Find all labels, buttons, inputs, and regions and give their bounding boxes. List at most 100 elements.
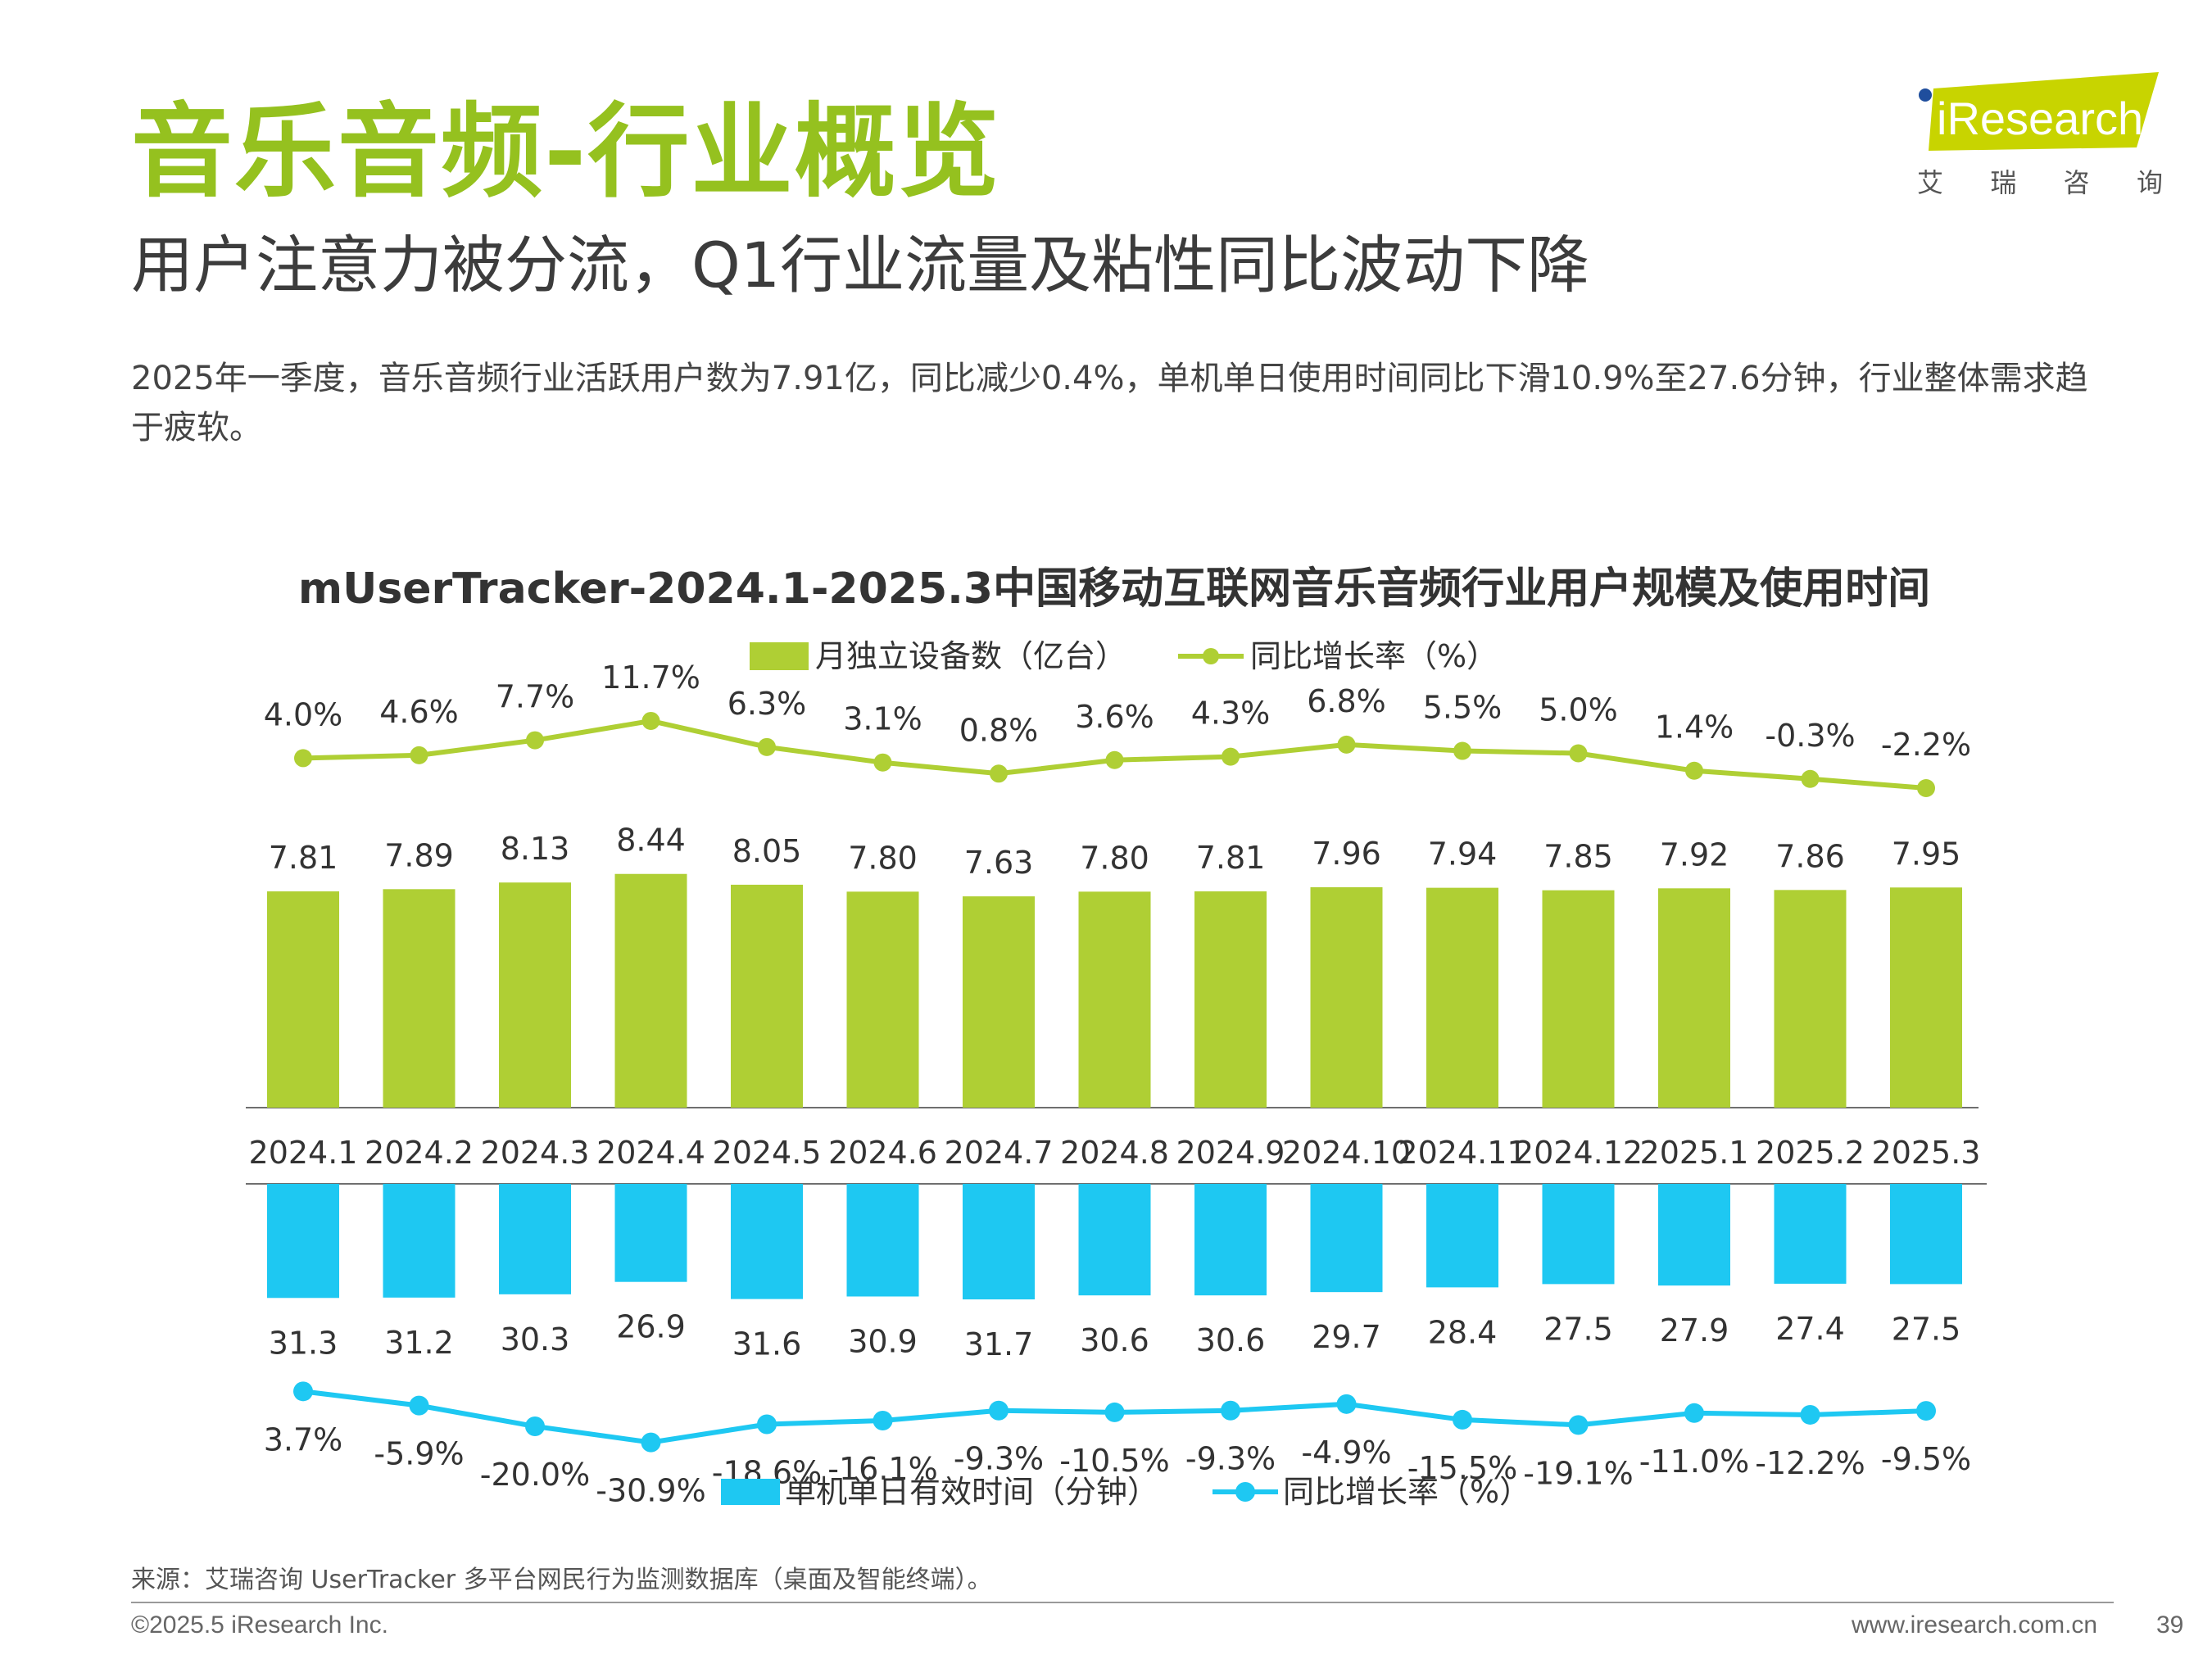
bar-time-2025.1 bbox=[1658, 1184, 1730, 1286]
website-link[interactable]: www.iresearch.com.cn bbox=[1852, 1611, 2098, 1639]
point-growth-devices-2024.11 bbox=[1453, 741, 1471, 760]
point-growth-time-2024.3 bbox=[525, 1416, 545, 1436]
logo-char: 询 bbox=[2136, 167, 2163, 198]
legend-label-growth-top: 同比增长率（%） bbox=[1250, 638, 1498, 674]
growth-label-devices: 0.8% bbox=[959, 712, 1039, 748]
growth-label-devices: 11.7% bbox=[601, 660, 700, 696]
x-tick-label: 2024.12 bbox=[1514, 1135, 1643, 1171]
chart-title: mUserTracker-2024.1-2025.3中国移动互联网音乐音频行业用… bbox=[298, 564, 1930, 614]
bar-label-time: 29.7 bbox=[1312, 1319, 1381, 1355]
bar-label-devices: 7.92 bbox=[1660, 836, 1729, 873]
bar-devices-2024.4 bbox=[614, 873, 687, 1108]
bar-time-2024.4 bbox=[614, 1184, 687, 1282]
page-subtitle: 用户注意力被分流，Q1行业流量及粘性同比波动下降 bbox=[131, 229, 1590, 301]
bar-label-devices: 8.44 bbox=[616, 823, 686, 859]
bar-label-time: 31.3 bbox=[269, 1325, 338, 1361]
logo-badge: iResearch bbox=[1919, 72, 2159, 151]
growth-label-time: -11.0% bbox=[1639, 1444, 1749, 1480]
bottom-growth-line bbox=[293, 1381, 1936, 1453]
growth-label-devices: 3.1% bbox=[843, 701, 922, 737]
bar-time-2024.5 bbox=[731, 1184, 803, 1299]
iresearch-logo: iResearch bbox=[1917, 72, 2163, 195]
bar-label-time: 31.6 bbox=[732, 1326, 802, 1362]
bar-label-time: 27.4 bbox=[1775, 1311, 1845, 1347]
legend-label-devices: 月独立设备数（亿台） bbox=[815, 638, 1126, 674]
growth-label-devices: 7.7% bbox=[496, 679, 575, 715]
growth-label-time: -4.9% bbox=[1301, 1435, 1391, 1471]
point-growth-time-2024.9 bbox=[1221, 1400, 1240, 1421]
point-growth-time-2024.5 bbox=[757, 1414, 777, 1435]
bar-devices-2024.8 bbox=[1078, 891, 1151, 1108]
bar-devices-2025.3 bbox=[1890, 887, 1962, 1108]
bar-label-time: 31.2 bbox=[384, 1325, 454, 1361]
source-note: 来源：艾瑞咨询 UserTracker 多平台网民行为监测数据库（桌面及智能终端… bbox=[131, 1566, 992, 1594]
bar-label-time: 27.5 bbox=[1543, 1311, 1613, 1347]
bar-label-time: 26.9 bbox=[616, 1309, 686, 1345]
bar-label-devices: 7.80 bbox=[848, 840, 918, 876]
growth-label-time: -9.5% bbox=[1881, 1441, 1971, 1477]
point-growth-time-2025.2 bbox=[1800, 1404, 1820, 1425]
logo-parallelogram bbox=[1929, 72, 2159, 151]
x-tick-label: 2024.6 bbox=[828, 1135, 937, 1171]
bar-time-2025.3 bbox=[1890, 1184, 1962, 1285]
x-axis-ticks: 2024.1 2024.2 2024.3 2024.4 2024.5 2024.6 2024… bbox=[249, 1135, 1981, 1171]
page-title: 音乐音频-行业概览 bbox=[131, 93, 1001, 211]
bar-devices-2025.2 bbox=[1774, 890, 1847, 1108]
bar-time-2024.11 bbox=[1426, 1184, 1498, 1288]
bar-time-2024.6 bbox=[846, 1184, 919, 1297]
copyright: ©2025.5 iResearch Inc. bbox=[131, 1611, 388, 1639]
growth-label-time: -10.5% bbox=[1059, 1443, 1169, 1479]
x-tick-label: 2024.10 bbox=[1282, 1135, 1411, 1171]
growth-label-time: -15.5% bbox=[1407, 1450, 1517, 1486]
growth-label-time: -5.9% bbox=[374, 1436, 464, 1472]
x-tick-label: 2024.5 bbox=[713, 1135, 822, 1171]
logo-char: 瑞 bbox=[1990, 167, 2017, 198]
point-growth-time-2024.10 bbox=[1336, 1394, 1357, 1414]
logo-char: 咨 bbox=[2063, 167, 2090, 198]
bar-time-2024.1 bbox=[267, 1184, 339, 1299]
x-tick-label: 2024.4 bbox=[596, 1135, 705, 1171]
bar-devices-2024.11 bbox=[1426, 887, 1498, 1108]
bar-label-devices: 7.86 bbox=[1775, 838, 1845, 874]
bar-label-devices: 7.85 bbox=[1543, 839, 1613, 875]
bar-devices-2024.1 bbox=[267, 891, 339, 1108]
point-growth-devices-2024.9 bbox=[1222, 747, 1240, 766]
bar-label-devices: 8.05 bbox=[732, 833, 802, 869]
point-growth-devices-2025.3 bbox=[1917, 778, 1935, 797]
bar-label-time: 30.6 bbox=[1196, 1322, 1266, 1358]
bar-devices-2025.1 bbox=[1658, 888, 1730, 1108]
bar-time-2024.2 bbox=[383, 1184, 456, 1298]
bar-time-2024.7 bbox=[963, 1184, 1035, 1300]
point-growth-devices-2024.7 bbox=[990, 764, 1008, 783]
point-growth-time-2024.2 bbox=[409, 1395, 429, 1416]
legend-marker-growth-top bbox=[1203, 648, 1219, 664]
top-growth-labels: 4.0% 4.6% 7.7% 11.7% 6.3% 3.1% 0.8% 3.6% 4.3% 6.8… bbox=[264, 660, 1971, 763]
bar-label-time: 27.5 bbox=[1892, 1311, 1961, 1347]
growth-label-devices: 4.3% bbox=[1191, 696, 1271, 732]
top-growth-line bbox=[294, 711, 1935, 797]
bar-devices-2024.10 bbox=[1310, 886, 1383, 1108]
bar-time-2024.9 bbox=[1194, 1184, 1267, 1296]
legend-swatch-devices bbox=[750, 642, 809, 670]
growth-label-time: -9.3% bbox=[1185, 1441, 1276, 1477]
x-tick-label: 2025.3 bbox=[1872, 1135, 1981, 1171]
page-number: 39 bbox=[2156, 1611, 2184, 1639]
bar-label-devices: 7.96 bbox=[1312, 836, 1381, 872]
bar-label-time: 30.3 bbox=[501, 1321, 570, 1358]
bar-time-2024.12 bbox=[1542, 1184, 1615, 1285]
point-growth-devices-2024.2 bbox=[410, 746, 428, 764]
bar-label-devices: 8.13 bbox=[501, 831, 570, 867]
legend-label-growth-bottom: 同比增长率（%） bbox=[1283, 1474, 1530, 1510]
growth-label-time: 3.7% bbox=[264, 1421, 343, 1457]
x-tick-label: 2024.1 bbox=[249, 1135, 358, 1171]
point-growth-time-2024.8 bbox=[1104, 1402, 1125, 1422]
legend-swatch-time bbox=[721, 1479, 780, 1505]
x-tick-label: 2024.2 bbox=[365, 1135, 474, 1171]
x-tick-label: 2024.8 bbox=[1060, 1135, 1169, 1171]
legend-top: 月独立设备数（亿台） 同比增长率（%） bbox=[750, 638, 1498, 674]
point-growth-devices-2024.10 bbox=[1337, 735, 1356, 754]
growth-label-time: -20.0% bbox=[480, 1457, 590, 1493]
bar-time-2024.8 bbox=[1078, 1184, 1151, 1296]
growth-label-time: -30.9% bbox=[596, 1473, 705, 1509]
